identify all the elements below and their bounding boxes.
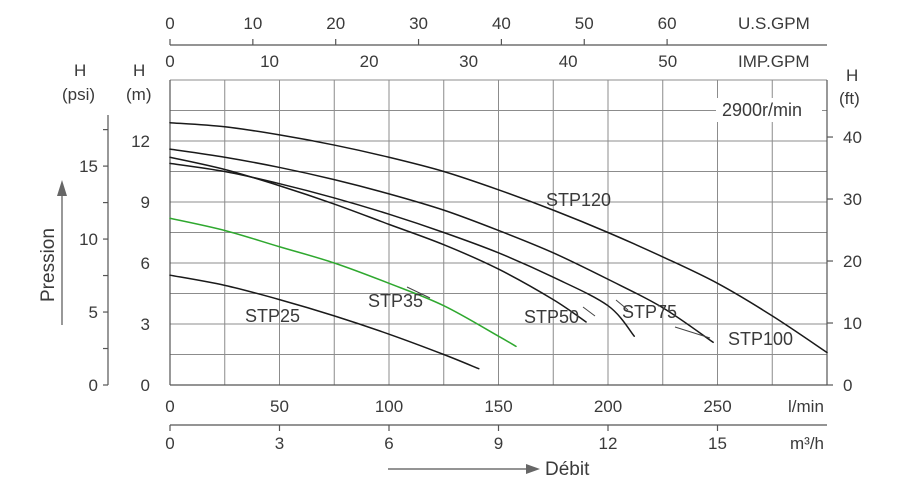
right-ft-unit-bottom: (ft) bbox=[839, 89, 860, 108]
left-psi-tick-label: 5 bbox=[89, 303, 98, 322]
top-usgpm-tick-label: 50 bbox=[575, 14, 594, 33]
left-psi-tick-label: 10 bbox=[79, 230, 98, 249]
left-m-tick-label: 3 bbox=[141, 315, 150, 334]
series-line-stp35 bbox=[169, 217, 517, 348]
series-label-stp50: STP50 bbox=[524, 307, 579, 327]
series-label-stp100: STP100 bbox=[728, 329, 793, 349]
series-line-stp75 bbox=[169, 162, 636, 337]
axes-layer bbox=[103, 39, 833, 431]
top-usgpm-tick-label: 30 bbox=[409, 14, 428, 33]
right-ft-tick-label: 0 bbox=[843, 376, 852, 395]
top-usgpm-tick-label: 60 bbox=[658, 14, 677, 33]
left-psi-tick-label: 0 bbox=[89, 376, 98, 395]
right-ft-tick-label: 10 bbox=[843, 314, 862, 333]
top-upper-unit: U.S.GPM bbox=[738, 14, 810, 33]
series-leader-stp75 bbox=[615, 299, 629, 311]
left-m-tick-label: 9 bbox=[141, 193, 150, 212]
top-impgpm-tick-label: 20 bbox=[360, 52, 379, 71]
series-label-stp120: STP120 bbox=[546, 190, 611, 210]
bottom-m3h-tick-label: 0 bbox=[165, 434, 174, 453]
series-line-stp100 bbox=[169, 148, 714, 344]
bottom-m3h-tick-label: 3 bbox=[275, 434, 284, 453]
bottom-lmin-tick-label: 50 bbox=[270, 397, 289, 416]
bottom-lmin-tick-label: 250 bbox=[703, 397, 731, 416]
left-psi-unit-top: H bbox=[74, 61, 86, 80]
speed-annotation-background bbox=[716, 98, 822, 122]
series-label-stp25: STP25 bbox=[245, 306, 300, 326]
left-psi-unit-bottom: (psi) bbox=[62, 85, 95, 104]
left-m-tick-label: 0 bbox=[141, 376, 150, 395]
bottom-secondary-unit: m³/h bbox=[790, 434, 824, 453]
bottom-m3h-tick-label: 9 bbox=[494, 434, 503, 453]
series-leader-stp35 bbox=[406, 286, 431, 299]
right-ft-unit-top: H bbox=[846, 66, 858, 85]
speed-annotation: 2900r/min bbox=[722, 100, 802, 120]
bottom-primary-unit: l/min bbox=[788, 397, 824, 416]
right-ft-tick-label: 30 bbox=[843, 190, 862, 209]
series-line-stp120 bbox=[169, 121, 828, 354]
left-m-tick-label: 12 bbox=[131, 132, 150, 151]
y-axis-label: Pression bbox=[38, 228, 59, 302]
bottom-m3h-tick-label: 6 bbox=[384, 434, 393, 453]
bottom-m3h-tick-label: 12 bbox=[599, 434, 618, 453]
series-label-stp35: STP35 bbox=[368, 291, 423, 311]
bottom-lmin-tick-label: 0 bbox=[165, 397, 174, 416]
top-usgpm-tick-label: 20 bbox=[326, 14, 345, 33]
left-m-unit-bottom: (m) bbox=[126, 85, 151, 104]
series-leader-stp100 bbox=[674, 326, 711, 339]
top-impgpm-tick-label: 30 bbox=[459, 52, 478, 71]
series-leader-stp50 bbox=[582, 306, 596, 317]
top-impgpm-tick-label: 10 bbox=[260, 52, 279, 71]
bottom-lmin-tick-label: 100 bbox=[375, 397, 403, 416]
series-line-stp50 bbox=[169, 156, 587, 323]
x-axis-label: Débit bbox=[545, 459, 590, 480]
left-m-tick-label: 6 bbox=[141, 254, 150, 273]
top-impgpm-tick-label: 50 bbox=[658, 52, 677, 71]
top-impgpm-tick-label: 0 bbox=[165, 52, 174, 71]
right-ft-tick-label: 40 bbox=[843, 128, 862, 147]
top-usgpm-tick-label: 40 bbox=[492, 14, 511, 33]
top-usgpm-tick-label: 10 bbox=[243, 14, 262, 33]
top-usgpm-tick-label: 0 bbox=[165, 14, 174, 33]
series-layer bbox=[169, 121, 828, 370]
series-line-stp25 bbox=[169, 274, 480, 370]
y-axis-arrow bbox=[57, 180, 67, 325]
bottom-lmin-tick-label: 200 bbox=[594, 397, 622, 416]
left-m-unit-top: H bbox=[133, 61, 145, 80]
top-impgpm-tick-label: 40 bbox=[559, 52, 578, 71]
top-lower-unit: IMP.GPM bbox=[738, 52, 809, 71]
left-psi-tick-label: 15 bbox=[79, 157, 98, 176]
right-ft-tick-label: 20 bbox=[843, 252, 862, 271]
bottom-m3h-tick-label: 15 bbox=[708, 434, 727, 453]
series-label-stp75: STP75 bbox=[622, 302, 677, 322]
x-axis-arrow bbox=[388, 464, 540, 474]
bottom-lmin-tick-label: 150 bbox=[484, 397, 512, 416]
